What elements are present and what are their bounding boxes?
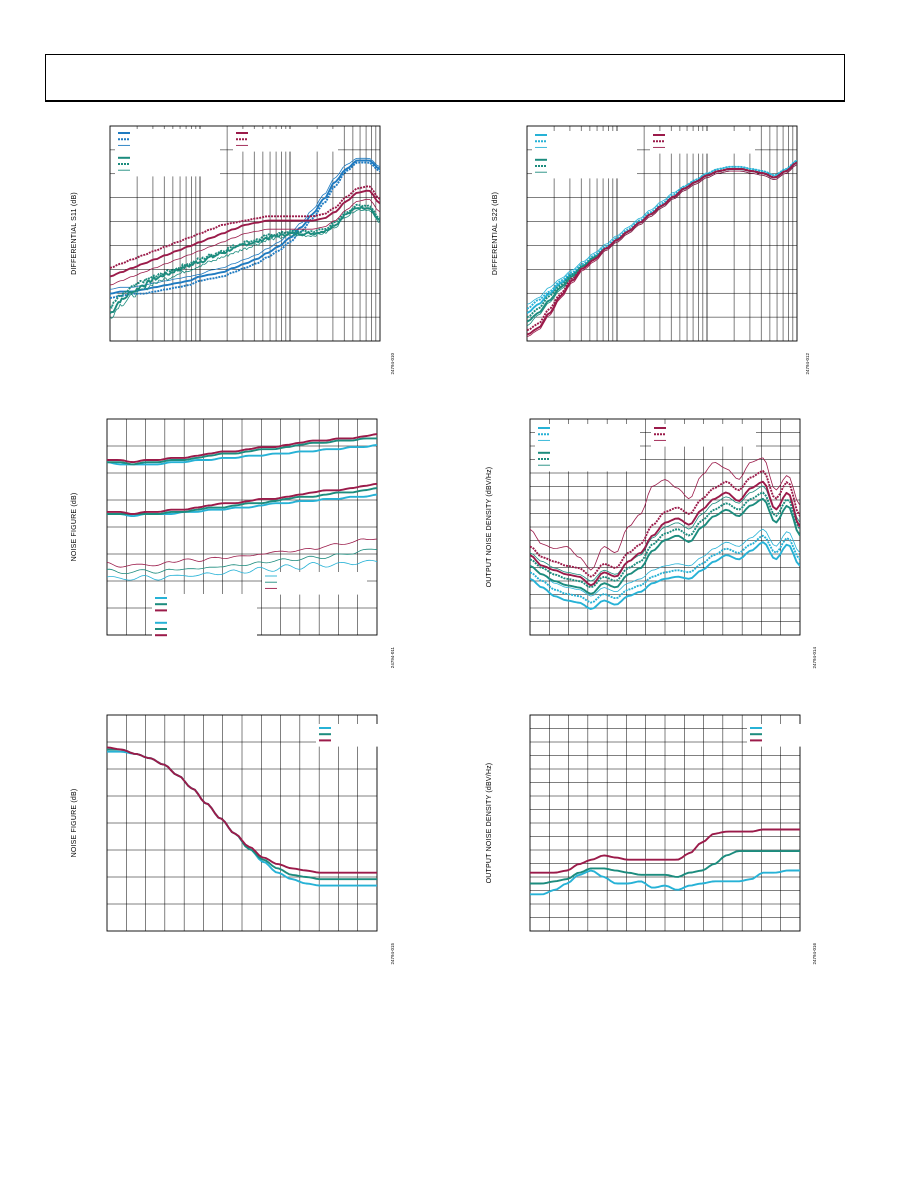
legend-box [152, 594, 257, 642]
legend-box [650, 131, 755, 154]
figure-code: 24794-010 [390, 353, 395, 375]
y-axis-label: DIFFERENTIAL S22 (dB) [492, 192, 499, 275]
series-line [110, 185, 380, 269]
series-line [107, 443, 377, 466]
figure-code: 24794-012 [805, 353, 810, 375]
plot-frame [526, 125, 798, 342]
series-line [110, 161, 380, 299]
page-header-box [45, 54, 845, 102]
series-line [530, 528, 800, 597]
figure-code: 24794-014 [812, 647, 817, 669]
series-line [527, 161, 797, 332]
series-line [527, 159, 797, 310]
y-axis-label: NOISE FIGURE (dB) [71, 789, 78, 858]
legend-box [115, 129, 220, 177]
series-line [110, 206, 380, 314]
legend-box [233, 129, 338, 152]
series-line [110, 198, 380, 286]
y-axis-label: NOISE FIGURE (dB) [71, 493, 78, 562]
legend-box [747, 724, 852, 747]
series-line [110, 189, 380, 278]
series-line [107, 433, 377, 464]
series-line [530, 485, 800, 582]
figure-code: 24794-016 [812, 943, 817, 965]
series-line [107, 538, 377, 568]
legend-box [316, 724, 421, 747]
legend-box [651, 424, 756, 447]
series-line [107, 746, 377, 874]
series-line [530, 480, 800, 587]
series-line [110, 209, 380, 319]
series-line [107, 548, 377, 574]
series-line [107, 437, 377, 466]
plot-frame [109, 125, 381, 342]
series-line [107, 482, 377, 515]
legend-box [532, 131, 637, 179]
y-axis-label: OUTPUT NOISE DENSITY (dBV/Hz) [486, 763, 493, 884]
series-line [530, 457, 800, 571]
y-axis-label: DIFFERENTIAL S11 (dB) [71, 192, 78, 275]
series-line [527, 164, 797, 338]
series-line [527, 161, 797, 336]
series-line [530, 850, 800, 885]
series-line [527, 160, 797, 305]
series-line [530, 469, 800, 578]
series-line [530, 828, 800, 874]
series-line [530, 497, 800, 595]
legend-box [262, 572, 367, 595]
series-line [530, 491, 800, 589]
figure-code: 24794-015 [390, 943, 395, 965]
figure-code: 24794-011 [390, 647, 395, 669]
series-line [107, 487, 377, 515]
y-axis-label: OUTPUT NOISE DENSITY (dBV/Hz) [486, 467, 493, 588]
series-line [530, 534, 800, 604]
series-line [530, 541, 800, 610]
series-line [110, 203, 380, 309]
series-line [110, 159, 380, 295]
series-line [107, 559, 377, 581]
legend-box [535, 424, 640, 472]
series-line [530, 869, 800, 896]
